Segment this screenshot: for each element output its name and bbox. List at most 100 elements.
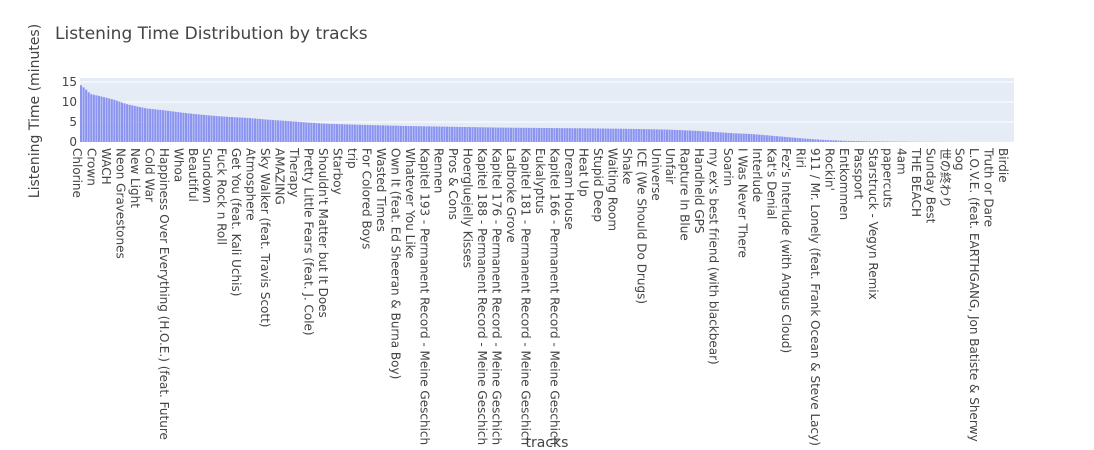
bar	[151, 109, 154, 142]
bar	[451, 126, 454, 142]
bar	[596, 128, 599, 142]
bar	[786, 137, 789, 142]
bar	[108, 98, 111, 142]
bar	[709, 131, 712, 142]
bar	[197, 114, 200, 142]
x-tick-label: Eukalyptus	[533, 148, 547, 214]
bar	[852, 140, 855, 142]
bar	[724, 132, 727, 142]
bar	[781, 136, 784, 142]
bar	[246, 117, 249, 142]
bar	[136, 106, 139, 142]
x-tick-label: Happiness Over Everything (H.O.E.) (feat…	[157, 148, 171, 440]
bar	[594, 128, 597, 142]
bar	[484, 127, 487, 142]
bar	[581, 128, 584, 142]
x-tick-label: Neon Gravestones	[113, 148, 127, 259]
bar	[376, 125, 379, 142]
bar	[131, 105, 134, 142]
bar	[525, 127, 528, 142]
x-tick-label: Therapy	[287, 147, 301, 197]
x-tick-label: Dream House	[562, 148, 576, 230]
bar	[471, 127, 474, 142]
bar	[481, 127, 484, 142]
bar	[374, 125, 377, 142]
bar	[456, 126, 459, 142]
x-tick-label: Crown	[84, 148, 98, 186]
bar	[504, 127, 507, 142]
bar	[578, 128, 582, 142]
bar	[824, 139, 827, 142]
bar	[259, 118, 262, 142]
bar	[520, 127, 523, 142]
bar	[223, 116, 226, 142]
bar	[742, 133, 745, 142]
bar	[591, 128, 594, 142]
bar	[430, 126, 433, 142]
x-tick-label: Kapitel 181 - Permanent Record - Meine G…	[519, 148, 533, 445]
x-tick-label: Riri	[793, 148, 807, 168]
bar	[865, 141, 868, 142]
bar	[384, 125, 387, 142]
bar	[799, 138, 802, 142]
x-tick-label: Kapitel 193 - Permanent Record - Meine G…	[417, 148, 431, 445]
bar	[387, 125, 390, 142]
bar	[527, 127, 530, 142]
bar	[95, 95, 98, 142]
bar	[172, 111, 175, 142]
bar	[729, 133, 733, 142]
bar	[814, 139, 817, 142]
bar	[348, 124, 351, 142]
bar	[184, 113, 188, 142]
bar	[443, 126, 446, 142]
bar	[448, 126, 451, 142]
bar	[773, 135, 776, 142]
bar	[850, 140, 853, 142]
bar	[143, 108, 147, 142]
x-tick-label: Cold War	[142, 148, 156, 202]
bar	[438, 126, 441, 142]
bar	[845, 140, 848, 142]
bar	[829, 140, 832, 142]
x-tick-label: Fuck Rock n Roll	[215, 148, 229, 245]
x-tick-label: Entkommen	[837, 148, 851, 220]
bar	[461, 126, 464, 142]
bar	[486, 127, 489, 142]
bar	[609, 128, 612, 142]
bar	[735, 133, 738, 142]
bar	[174, 111, 177, 142]
bar	[261, 119, 264, 142]
x-tick-label: Rennen	[432, 148, 446, 193]
bar	[479, 127, 482, 142]
bar	[737, 133, 740, 142]
bar	[402, 125, 405, 142]
y-tick-label: 15	[62, 75, 77, 89]
bar	[415, 126, 418, 142]
bar	[300, 122, 303, 142]
bar	[284, 120, 287, 142]
x-tick-label: Sunday Best	[924, 148, 938, 224]
bar	[640, 129, 643, 142]
bar	[668, 129, 671, 142]
bar	[622, 128, 625, 142]
bar	[422, 126, 425, 142]
bar	[586, 128, 589, 142]
bar	[161, 110, 164, 142]
bar	[873, 141, 876, 142]
bar	[333, 123, 336, 142]
x-tick-label: 世の終わり	[938, 148, 953, 208]
bar	[806, 138, 809, 142]
x-tick-label: Wasted Times	[374, 148, 388, 232]
bar	[254, 118, 257, 142]
bar	[397, 125, 400, 142]
bar	[811, 139, 814, 142]
bar	[230, 117, 234, 142]
y-axis-ticks: 0 5 10 15	[62, 75, 77, 149]
bar	[804, 138, 807, 142]
x-tick-label: Soarin	[721, 148, 735, 186]
bar	[167, 110, 170, 142]
bar	[658, 129, 661, 142]
x-tick-label: Get You (feat. Kali Uchis)	[229, 148, 243, 296]
bar	[880, 141, 884, 142]
bar	[190, 113, 193, 142]
